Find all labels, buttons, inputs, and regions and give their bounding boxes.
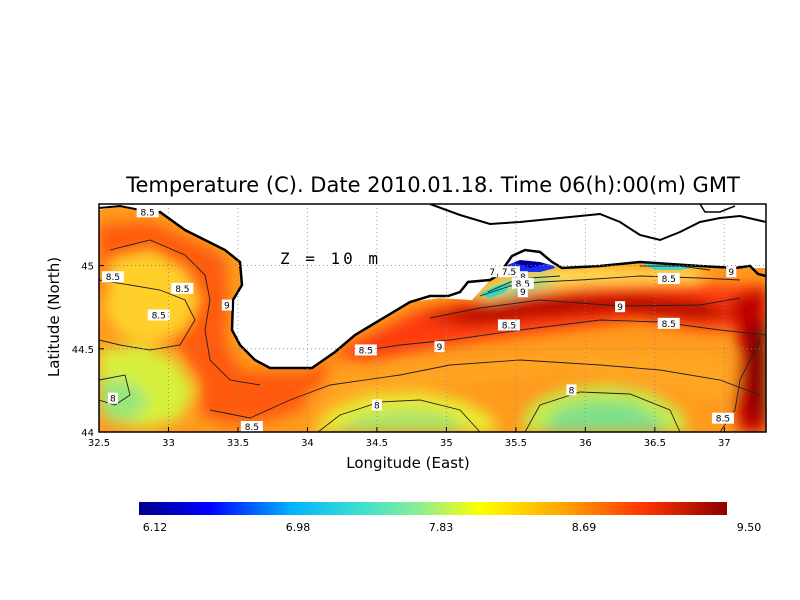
colorbar-tick-label: 7.83 <box>429 521 454 534</box>
contour-label: 8.5 <box>175 285 189 295</box>
contour-label: 8.5 <box>662 275 676 285</box>
x-tick-label: 34 <box>301 438 314 449</box>
contour-label-bg <box>434 341 445 353</box>
contour-label-bg <box>136 206 159 218</box>
y-tick-label: 44 <box>81 428 94 439</box>
contour-label: 8.5 <box>516 280 530 290</box>
x-tick-label: 35.5 <box>505 438 527 449</box>
colorbar: 6.12 6.98 7.83 8.69 9.50 <box>139 502 761 534</box>
contour-label: 9 <box>617 303 623 313</box>
colorbar-tick-label: 6.12 <box>143 521 168 534</box>
contour-label: 8.5 <box>140 208 154 218</box>
contour-label: 9 <box>520 288 526 298</box>
contour-label-bg <box>221 299 232 311</box>
contour-label-bg <box>354 344 377 356</box>
x-tick-label: 33 <box>162 438 175 449</box>
contour-label: 8 <box>374 401 380 411</box>
colorbar-gradient <box>139 502 727 515</box>
contour-label: 9 <box>224 302 230 312</box>
contour-label: 9 <box>437 343 443 353</box>
x-tick-label: 34.5 <box>366 438 388 449</box>
contour-label: 7.5 <box>502 268 516 278</box>
x-tick-label: 36 <box>579 438 592 449</box>
contour-label-bg <box>147 309 170 321</box>
contour-label-bg <box>566 384 577 396</box>
contour-label-bg <box>615 301 626 313</box>
colorbar-tick-label: 9.50 <box>737 521 762 534</box>
contour-label-bg <box>107 392 118 404</box>
x-axis: 32.5 33 33.5 34 34.5 35 35.5 36 36.5 37 <box>88 427 731 449</box>
y-axis: 44 44.5 45 <box>72 262 104 439</box>
contour-label-bg <box>497 319 520 331</box>
colorbar-tick-label: 6.98 <box>286 521 311 534</box>
x-tick-label: 33.5 <box>227 438 249 449</box>
chart-title: Temperature (C). Date 2010.01.18. Time 0… <box>125 173 740 197</box>
contour-label: 9 <box>728 268 734 278</box>
contour-label: 8 <box>569 386 575 396</box>
x-tick-label: 36.5 <box>644 438 666 449</box>
contour-label-bg <box>487 266 498 278</box>
contour-label: 8.5 <box>359 346 373 356</box>
depth-annotation: Z = 10 m <box>280 249 381 268</box>
y-axis-label: Latitude (North) <box>45 257 63 377</box>
colorbar-labels: 6.12 6.98 7.83 8.69 9.50 <box>143 521 762 534</box>
y-tick-label: 44.5 <box>72 345 94 356</box>
x-axis-label: Longitude (East) <box>346 454 469 472</box>
contour-label-bg <box>657 272 680 284</box>
temperature-field: 8.58.58.58.598.598.577.588.5998.598.588.… <box>99 204 766 433</box>
contour-label-bg <box>497 266 520 278</box>
contour-label: 7 <box>489 268 495 278</box>
contour-label: 8.5 <box>106 273 120 283</box>
contour-label: 8 <box>110 395 116 405</box>
plot-area: 8.58.58.58.598.598.577.588.5998.598.588.… <box>98 203 767 433</box>
colorbar-tick-label: 8.69 <box>572 521 597 534</box>
x-tick-label: 37 <box>718 438 731 449</box>
contour-label-bg <box>711 412 734 424</box>
contour-label-bg <box>511 277 534 289</box>
plot-frame <box>98 203 767 433</box>
contour-label-bg <box>171 282 194 294</box>
contour-label: 8.5 <box>152 312 166 322</box>
contour-label-bg <box>726 266 737 278</box>
contour-label: 8.5 <box>662 320 676 330</box>
x-tick-label: 32.5 <box>88 438 110 449</box>
y-tick-label: 45 <box>81 262 94 273</box>
contour-label: 8.5 <box>716 415 730 425</box>
contour-label-bg <box>101 271 124 283</box>
contour-label-bg <box>657 317 680 329</box>
contour-label-bg <box>240 421 263 432</box>
x-tick-label: 35 <box>440 438 453 449</box>
contour-labels: 8.58.58.58.598.598.577.588.5998.598.588.… <box>101 206 737 433</box>
contour-label: 8.5 <box>245 423 259 433</box>
contour-label: 8.5 <box>502 321 516 331</box>
contour-label-bg <box>517 286 528 298</box>
contour-label-bg <box>517 271 528 283</box>
